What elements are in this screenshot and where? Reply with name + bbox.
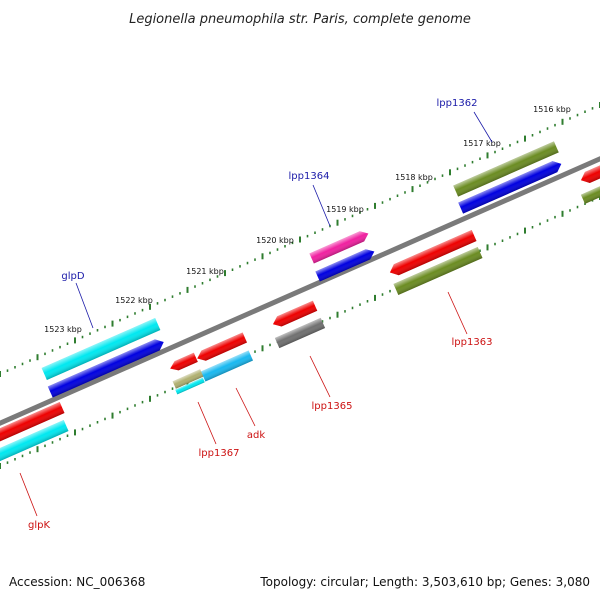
scale-label: 1523 kbp [44,325,82,334]
genome-backbone [0,156,600,426]
feature-shading [175,377,205,395]
feature-track [0,141,600,469]
feature-adk-red [197,332,248,361]
scale-label: 1519 kbp [326,205,364,214]
scale-label: 1517 kbp [463,139,501,148]
leader-lpp1364 [312,184,331,227]
feature-shading [172,369,204,389]
feature-lpp1367-khaki [172,369,204,389]
gene-label-glpD: glpD [61,271,84,282]
gene-label-adk: adk [247,430,265,441]
leader-lpp1367 [197,401,217,445]
feature-lpp1364-blue [315,249,375,282]
scale-label: 1520 kbp [256,236,294,245]
accession-text: Accession: NC_006368 [9,575,145,589]
feature-lpp1363-olive [393,246,483,296]
gene-label-lpp1362: lpp1362 [437,98,478,109]
gene-label-lpp1367: lpp1367 [199,448,240,459]
feature-shading [580,176,600,204]
upper-tick-row [0,102,600,377]
feature-adk-skyblue [200,350,254,382]
feature-lpp1362-olive [453,141,559,197]
leader-lpp1363 [447,291,468,335]
gene-label-lpp1365: lpp1365 [312,401,353,412]
feature-lpp1362-blue [458,161,562,214]
feature-glpD-cyan [41,318,161,380]
scale-label: 1521 kbp [186,267,224,276]
feature-lpp1364-magenta [309,231,369,264]
leader-lpp1365 [309,355,331,398]
map-title: Legionella pneumophila str. Paris, compl… [129,12,471,27]
feature-shading [315,249,375,282]
leader-lpp1362 [473,111,493,143]
feature-shading [309,231,369,264]
scale-label: 1518 kbp [395,173,433,182]
feature-shading [274,317,326,349]
feature-lpp1365-red [272,300,318,327]
gene-label-lpp1363: lpp1363 [452,337,493,348]
feature-shading [580,156,600,183]
gene-label-lpp1364: lpp1364 [289,171,330,182]
feature-shading [453,141,559,197]
leader-adk [235,387,256,427]
feature-glpD-blue [47,339,164,398]
feature-shading [393,246,483,296]
feature-shading [0,419,69,469]
leader-glpK [19,472,38,517]
feature-shading [0,401,65,451]
feature-shading [170,352,198,371]
label-leaders [19,111,493,517]
feature-glpK-cyan [0,419,69,469]
feature-shading [41,318,161,380]
feature-shading [47,339,164,398]
feature-lpp1367-cyan [175,377,205,395]
feature-edge-red [580,156,600,183]
leader-glpD [75,282,94,329]
feature-lpp1363-red [389,229,477,276]
feature-shading [197,332,248,361]
scale-label: 1522 kbp [115,296,153,305]
scale-label: 1516 kbp [533,105,571,114]
feature-lpp1367-red [170,352,198,371]
feature-edge-olive [580,176,600,204]
gene-label-glpK: glpK [28,520,50,531]
genome-summary-text: Topology: circular; Length: 3,503,610 bp… [259,575,590,589]
feature-shading [200,350,254,382]
feature-glpK-red [0,401,65,451]
feature-shading [458,161,562,214]
feature-lpp1365-gray [274,317,326,349]
feature-shading [389,229,477,276]
feature-shading [272,300,318,327]
